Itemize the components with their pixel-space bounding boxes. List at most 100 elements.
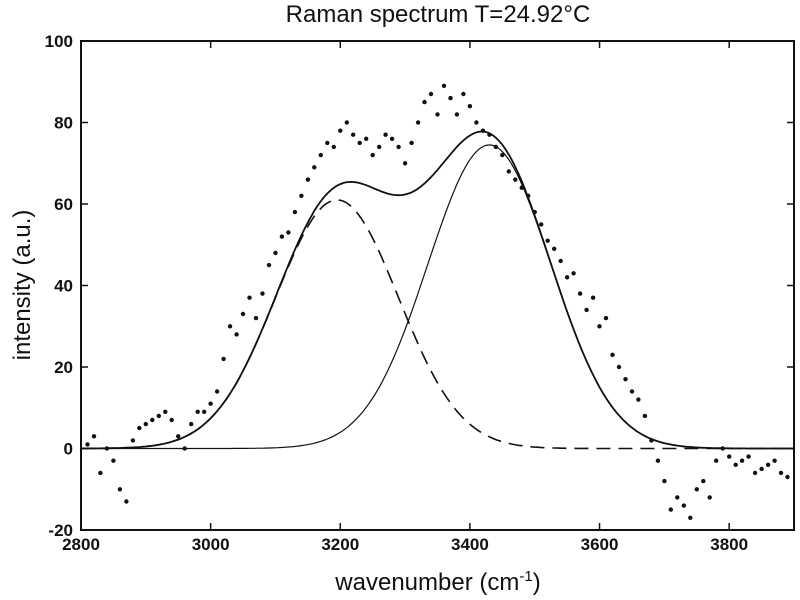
x-tick-label: 3800 — [710, 535, 748, 554]
data-point — [636, 397, 641, 402]
data-point — [435, 112, 440, 117]
data-point — [91, 434, 97, 439]
data-point — [156, 413, 161, 419]
data-point — [305, 177, 311, 182]
data-point — [681, 503, 686, 508]
data-point — [292, 209, 298, 215]
data-point — [474, 120, 479, 125]
x-tick-label: 3200 — [321, 535, 359, 554]
data-point — [597, 324, 602, 329]
data-point — [765, 462, 771, 467]
data-point — [610, 352, 615, 357]
data-point — [616, 364, 622, 370]
data-point — [344, 120, 349, 125]
data-point — [714, 458, 719, 463]
data-point — [552, 246, 557, 251]
data-point — [195, 409, 200, 414]
data-point — [428, 91, 434, 97]
data-point — [117, 487, 123, 492]
data-point — [487, 132, 492, 137]
data-point — [701, 478, 706, 484]
chart-title: Raman spectrum T=24.92°C — [286, 1, 591, 28]
data-point — [163, 409, 168, 414]
y-tick-label: 20 — [54, 358, 73, 377]
data-point — [325, 140, 330, 146]
data-point — [493, 144, 498, 150]
component-left-curve — [80, 199, 794, 450]
data-point — [396, 144, 401, 150]
data-point — [279, 234, 285, 239]
x-tick-label: 3400 — [451, 535, 489, 554]
data-point — [377, 144, 382, 150]
data-point — [370, 152, 375, 158]
data-point — [759, 466, 764, 472]
data-point — [623, 377, 628, 382]
data-point — [727, 454, 732, 459]
data-point — [500, 152, 505, 158]
data-point — [584, 307, 589, 313]
data-point — [720, 446, 725, 451]
x-tick-label: 3000 — [192, 535, 230, 554]
data-point — [247, 295, 252, 300]
fit-curves — [80, 130, 794, 450]
data-point — [253, 315, 259, 321]
data-point — [662, 478, 667, 484]
data-point — [590, 295, 596, 300]
data-point — [389, 136, 395, 141]
data-point — [746, 454, 751, 459]
data-point — [273, 250, 278, 256]
data-point — [448, 95, 453, 101]
data-point — [189, 421, 194, 427]
data-point — [558, 258, 563, 264]
plot-frame — [80, 40, 795, 531]
data-point — [480, 128, 486, 133]
data-point — [402, 161, 408, 166]
data-point — [312, 165, 317, 170]
component-right-curve — [81, 144, 794, 450]
total-fit-curve — [80, 130, 794, 450]
data-point — [202, 409, 207, 414]
y-tick-label: -20 — [48, 521, 73, 540]
x-tick-label: 2800 — [62, 535, 100, 554]
data-point — [266, 262, 272, 268]
data-point — [506, 169, 511, 174]
data-point — [694, 487, 699, 492]
data-point — [299, 193, 304, 198]
data-point — [338, 128, 343, 133]
data-point — [111, 458, 116, 463]
y-tick-label: 60 — [54, 195, 73, 214]
data-point — [422, 99, 427, 105]
data-point — [571, 271, 576, 276]
data-point — [357, 140, 362, 146]
data-point — [564, 275, 570, 280]
data-point — [176, 434, 181, 439]
data-point — [130, 438, 136, 443]
data-point — [227, 324, 233, 329]
data-point — [513, 177, 518, 182]
x-tick-label: 3600 — [581, 535, 619, 554]
data-point — [577, 291, 583, 296]
data-point — [383, 132, 388, 137]
data-point — [318, 152, 323, 158]
data-point — [778, 470, 784, 476]
data-point — [668, 507, 673, 512]
data-point — [234, 332, 239, 337]
data-point — [642, 413, 648, 419]
data-point — [688, 515, 693, 520]
data-point — [629, 389, 635, 394]
data-point — [182, 446, 187, 451]
data-point — [675, 495, 680, 500]
data-point — [169, 417, 174, 423]
data-point — [772, 458, 777, 463]
data-point — [454, 112, 460, 117]
data-point — [603, 315, 609, 321]
data-point — [331, 144, 336, 150]
data-point — [98, 470, 103, 476]
data-point — [545, 238, 550, 243]
data-point — [461, 91, 466, 97]
data-point — [519, 185, 524, 190]
data-point — [364, 136, 369, 141]
data-point — [739, 458, 745, 463]
data-point — [150, 417, 155, 423]
